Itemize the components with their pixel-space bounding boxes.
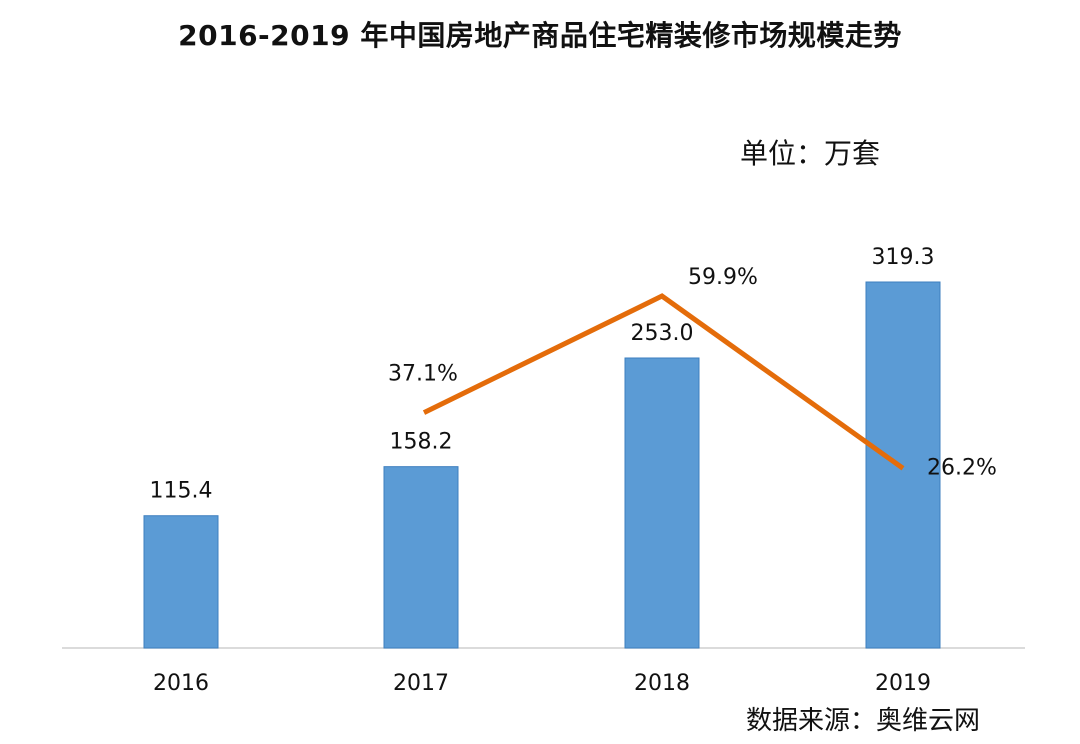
bar-value-label-2017: 158.2: [390, 430, 453, 455]
x-tick-label-2019: 2019: [875, 671, 931, 696]
bar-2017: [383, 466, 459, 649]
growth-rate-label-2019: 26.2%: [927, 455, 997, 480]
bar-2019: [865, 281, 941, 649]
unit-label: 单位：万套: [740, 137, 881, 170]
bar-value-label-2018: 253.0: [631, 321, 694, 346]
x-tick-label-2016: 2016: [153, 671, 209, 696]
growth-rate-label-2017: 37.1%: [388, 362, 458, 387]
source-label: 数据来源：奥维云网: [746, 706, 981, 736]
bar-2018: [624, 357, 700, 649]
chart-title: 2016-2019 年中国房地产商品住宅精装修市场规模走势: [178, 19, 902, 52]
bar-value-label-2016: 115.4: [150, 479, 213, 504]
bar-value-label-2019: 319.3: [872, 245, 935, 270]
x-tick-label-2018: 2018: [634, 671, 690, 696]
x-tick-label-2017: 2017: [393, 671, 449, 696]
bar-2016: [143, 515, 219, 649]
growth-rate-line: [422, 293, 905, 471]
growth-rate-label-2018: 59.9%: [688, 265, 758, 290]
